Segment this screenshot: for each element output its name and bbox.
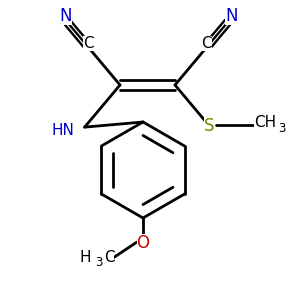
Text: C: C [83, 36, 94, 51]
Text: O: O [136, 234, 149, 252]
Text: S: S [204, 117, 215, 135]
Text: 3: 3 [95, 256, 103, 269]
Text: N: N [59, 7, 71, 25]
Text: C: C [104, 250, 114, 265]
Text: 3: 3 [278, 122, 285, 135]
Text: HN: HN [52, 123, 75, 138]
Text: C: C [201, 36, 212, 51]
Text: N: N [226, 7, 238, 25]
Text: CH: CH [254, 115, 277, 130]
Text: H: H [80, 250, 91, 265]
